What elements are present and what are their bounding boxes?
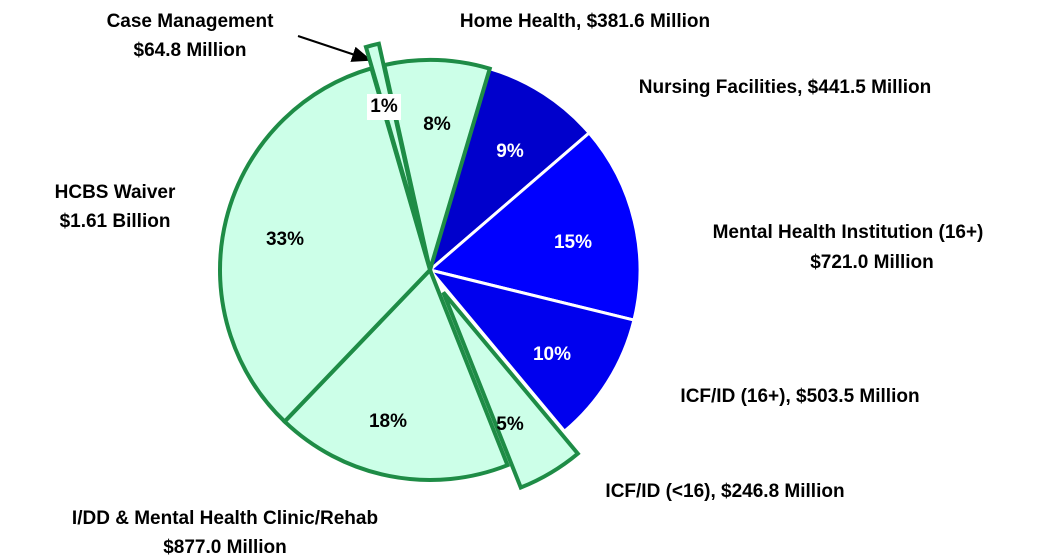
category-label: I/DD & Mental Health Clinic/Rehab [72, 508, 378, 529]
category-label: Nursing Facilities, $441.5 Million [639, 77, 931, 98]
pie-slice [425, 267, 636, 434]
leader-arrow [297, 35, 372, 62]
category-label: ICF/ID (<16), $246.8 Million [605, 481, 844, 502]
category-label: $1.61 Billion [60, 211, 171, 232]
pie-slice [426, 130, 642, 322]
percent-label: 10% [533, 344, 571, 365]
category-label: HCBS Waiver [55, 182, 176, 203]
percent-label: 9% [496, 141, 524, 162]
category-label: Home Health, $381.6 Million [460, 11, 710, 32]
category-label: ICF/ID (16+), $503.5 Million [680, 386, 919, 407]
percent-label: 1% [370, 96, 398, 117]
pie-slice [218, 65, 433, 425]
category-label: Mental Health Institution (16+) [713, 222, 984, 243]
pie-slice [381, 58, 493, 278]
category-label: Case Management [107, 11, 275, 32]
percent-label: 15% [554, 232, 592, 253]
percent-label: 33% [266, 229, 304, 250]
percent-label: 5% [496, 414, 524, 435]
category-label: $64.8 Million [134, 40, 247, 61]
percent-label: 8% [423, 114, 451, 135]
pie-slice [441, 291, 581, 491]
category-label: $877.0 Million [163, 537, 287, 558]
percent-label: 18% [369, 411, 407, 432]
pie-slice [427, 66, 592, 275]
category-label: $721.0 Million [810, 252, 934, 273]
label-box [367, 94, 401, 120]
pie-slice [281, 266, 511, 482]
